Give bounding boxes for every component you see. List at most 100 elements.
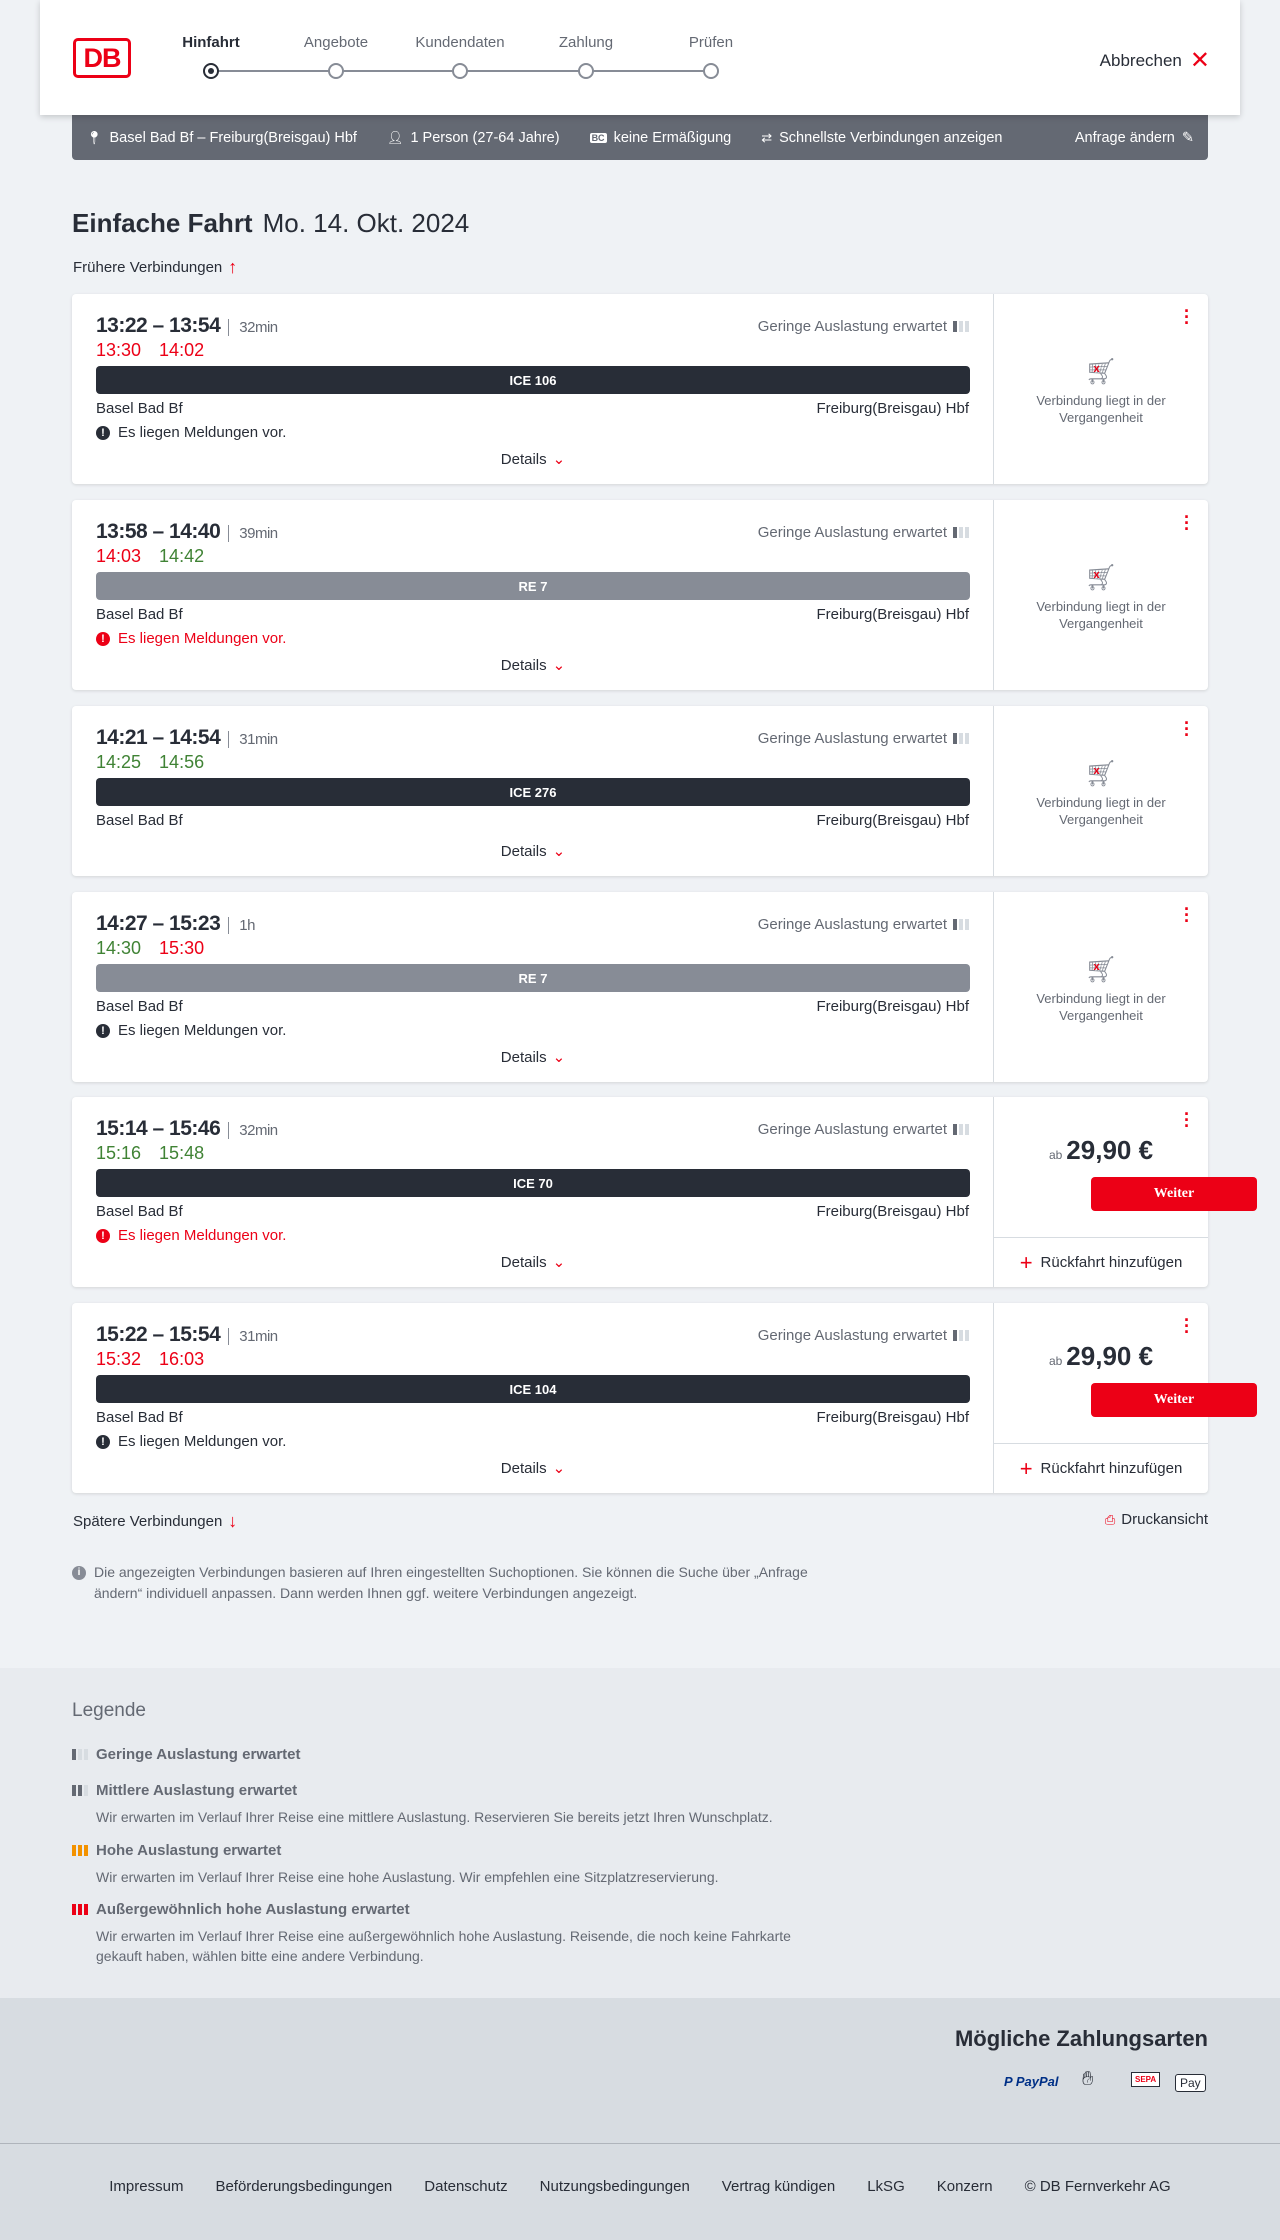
connection-details: 14:27 – 15:23 1h 14:30 15:30 Geringe Auslast…: [72, 892, 994, 1082]
realtime-arrival: 15:30: [159, 938, 205, 958]
paypal-icon: P PayPal: [1004, 2074, 1059, 2089]
add-return-trip-button[interactable]: + Rückfahrt hinzufügen: [994, 1237, 1208, 1287]
occupancy-label: Geringe Auslastung erwartet: [757, 318, 947, 335]
details-toggle[interactable]: Details ⌄: [72, 1253, 994, 1271]
person-icon: 👤︎: [386, 129, 404, 145]
legend-title-text: Außergewöhnlich hohe Auslastung erwartet: [96, 1901, 410, 1918]
more-options-icon[interactable]: · · ·: [1184, 1104, 1190, 1136]
continue-button[interactable]: Weiter: [1091, 1177, 1257, 1211]
train-bar[interactable]: ICE 70: [96, 1169, 970, 1197]
cart-unavailable-icon: 🛒︎ x: [1084, 953, 1118, 984]
payment-section: Mögliche Zahlungsarten P PayPal ✋︎ SEPA …: [0, 1998, 1280, 2143]
more-options-icon[interactable]: · · ·: [1184, 713, 1190, 745]
print-view-link[interactable]: ⎙ Druckansicht: [1105, 1511, 1208, 1528]
step-1-dot[interactable]: [203, 63, 219, 79]
past-label: Verbindung liegt in der Vergangenheit: [1036, 794, 1166, 827]
legend-item-title: Geringe Auslastung erwartet: [72, 1746, 301, 1763]
add-return-trip-button[interactable]: + Rückfahrt hinzufügen: [994, 1443, 1208, 1493]
step-1-label[interactable]: Hinfahrt: [182, 34, 240, 51]
train-bar[interactable]: ICE 276: [96, 778, 970, 806]
more-options-icon[interactable]: · · ·: [1184, 507, 1190, 539]
earlier-connections-link[interactable]: Frühere Verbindungen ↑: [73, 257, 237, 278]
route: Basel Bad Bf – Freiburg(Breisgau) Hbf: [109, 129, 357, 146]
details-toggle[interactable]: Details ⌄: [72, 1048, 994, 1066]
connection-details: 15:22 – 15:54 31min 15:32 16:03 Geringe Ausl…: [72, 1303, 994, 1493]
legend-item-title: Mittlere Auslastung erwartet: [72, 1782, 836, 1799]
origin-station: Basel Bad Bf: [96, 606, 183, 623]
step-2-dot[interactable]: [328, 63, 344, 79]
realtime-departure: 14:03: [96, 546, 142, 566]
past-connection-notice: 🛒︎ x Verbindung liegt in der Vergangenheit: [994, 294, 1208, 484]
messages-notice[interactable]: ! Es liegen Meldungen vor.: [96, 1022, 286, 1039]
footer-link[interactable]: Beförderungsbedingungen: [215, 2178, 393, 2195]
realtime-times: 15:16 15:48: [96, 1143, 222, 1164]
realtime-times: 13:30 14:02: [96, 340, 222, 361]
earlier-label: Frühere Verbindungen: [73, 259, 223, 276]
price-prefix: ab: [1048, 1354, 1063, 1368]
past-connection-notice: 🛒︎ x Verbindung liegt in der Vergangenheit: [994, 892, 1208, 1082]
db-logo[interactable]: DB: [73, 38, 131, 78]
footer-link[interactable]: Nutzungsbedingungen: [539, 2178, 690, 2195]
message-text: Es liegen Meldungen vor.: [118, 1433, 287, 1450]
occupancy-level-2-icon: [72, 1785, 88, 1796]
train-bar[interactable]: RE 7: [96, 572, 970, 600]
duration: 39min: [228, 525, 278, 542]
occupancy-label: Geringe Auslastung erwartet: [757, 1327, 947, 1344]
scheduled-times: 15:14 – 15:46 32min: [96, 1117, 278, 1141]
step-3-dot[interactable]: [452, 63, 468, 79]
connection-details: 14:21 – 14:54 31min 14:25 14:56 Geringe Ausl…: [72, 706, 994, 876]
footer-link[interactable]: Datenschutz: [424, 2178, 508, 2195]
step-4-dot[interactable]: [578, 63, 594, 79]
step-5-dot[interactable]: [703, 63, 719, 79]
change-request-button[interactable]: Anfrage ändern ✎: [1075, 130, 1194, 146]
realtime-departure: 14:30: [96, 938, 142, 958]
train-bar[interactable]: ICE 106: [96, 366, 970, 394]
footer-link[interactable]: Impressum: [109, 2178, 184, 2195]
occupancy-label: Geringe Auslastung erwartet: [757, 730, 947, 747]
legend-title-text: Mittlere Auslastung erwartet: [96, 1782, 298, 1799]
step-4-label[interactable]: Zahlung: [558, 34, 614, 51]
occupancy-indicator: Geringe Auslastung erwartet: [758, 318, 969, 335]
printer-icon: ⎙: [1104, 1511, 1116, 1527]
step-5-label[interactable]: Prüfen: [688, 34, 734, 51]
occupancy-level-3-icon: [72, 1845, 88, 1856]
details-toggle[interactable]: Details ⌄: [72, 656, 994, 674]
message-text: Es liegen Meldungen vor.: [118, 1227, 287, 1244]
connection-card: 15:14 – 15:46 32min 15:16 15:48 Geringe Ausl…: [72, 1097, 1257, 1287]
origin-station: Basel Bad Bf: [96, 1203, 183, 1220]
footer-link[interactable]: Konzern: [936, 2178, 993, 2195]
connection-card: 14:21 – 14:54 31min 14:25 14:56 Geringe Ausl…: [72, 706, 1208, 876]
details-toggle[interactable]: Details ⌄: [72, 1459, 994, 1477]
occupancy-level-1-icon: [72, 1749, 88, 1760]
alert-icon: !: [96, 631, 110, 646]
footer-link[interactable]: Vertrag kündigen: [721, 2178, 836, 2195]
details-toggle[interactable]: Details ⌄: [72, 450, 994, 468]
connection-details: 13:22 – 13:54 32min 13:30 14:02 Geringe Ausl…: [72, 294, 994, 484]
details-toggle[interactable]: Details ⌄: [72, 842, 994, 860]
train-bar[interactable]: RE 7: [96, 964, 970, 992]
step-2-label[interactable]: Angebote: [303, 34, 369, 51]
more-options-icon[interactable]: · · ·: [1184, 899, 1190, 931]
later-connections-link[interactable]: Spätere Verbindungen ↓: [73, 1511, 237, 1532]
more-options-icon[interactable]: · · ·: [1184, 301, 1190, 333]
train-bar[interactable]: ICE 104: [96, 1375, 970, 1403]
info-icon: i: [72, 1566, 86, 1580]
cancel-button[interactable]: Abbrechen ✕: [1100, 46, 1210, 75]
messages-notice[interactable]: ! Es liegen Meldungen vor.: [96, 1227, 286, 1244]
bahncard-icon: BC: [589, 132, 607, 143]
more-options-icon[interactable]: · · ·: [1184, 1310, 1190, 1342]
messages-notice[interactable]: ! Es liegen Meldungen vor.: [96, 630, 286, 647]
print-label: Druckansicht: [1121, 1511, 1208, 1528]
messages-notice[interactable]: ! Es liegen Meldungen vor.: [96, 1433, 286, 1450]
continue-button[interactable]: Weiter: [1091, 1383, 1257, 1417]
apple-pay-icon: Pay: [1175, 2074, 1206, 2092]
scheduled-times: 15:22 – 15:54 31min: [96, 1323, 278, 1347]
footer-link[interactable]: LkSG: [867, 2178, 905, 2195]
cart-unavailable-icon: 🛒︎ x: [1084, 355, 1118, 386]
step-3-label[interactable]: Kundendaten: [415, 34, 505, 51]
price-value: 29,90 €: [1066, 1341, 1154, 1371]
message-text: Es liegen Meldungen vor.: [118, 630, 287, 647]
messages-notice[interactable]: ! Es liegen Meldungen vor.: [96, 424, 286, 441]
realtime-departure: 14:25: [96, 752, 142, 772]
realtime-times: 14:25 14:56: [96, 752, 222, 773]
